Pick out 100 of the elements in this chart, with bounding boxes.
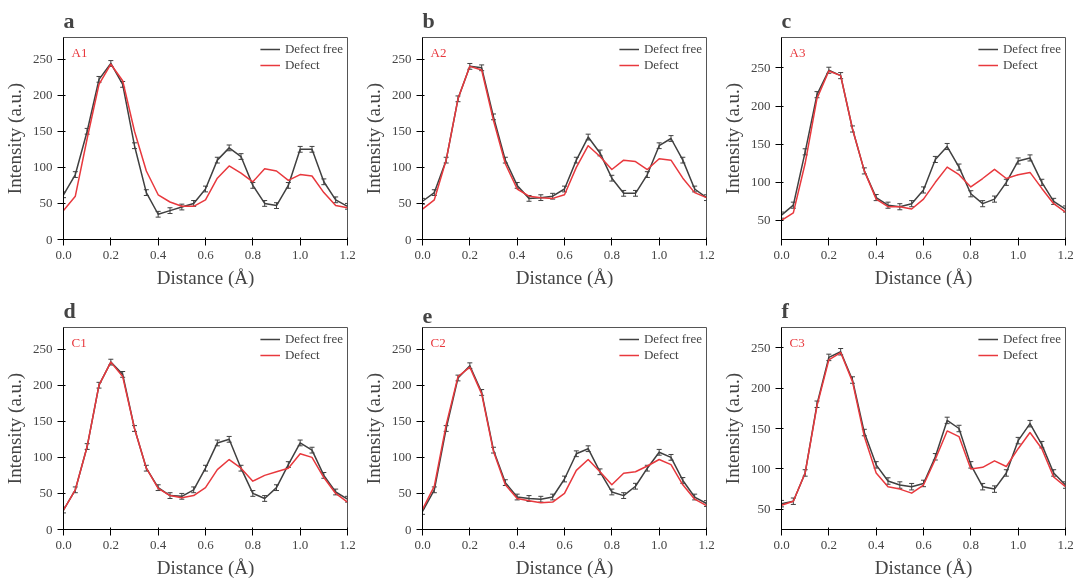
x-tick-label: 0.2 [102, 536, 119, 552]
annotation: A2 [430, 44, 447, 60]
y-tick-label: 250 [392, 51, 412, 67]
y-tick-label: 0 [405, 231, 412, 247]
x-tick-label: 0.8 [244, 246, 261, 262]
x-tick-label: 0.2 [820, 246, 837, 262]
y-tick-label: 200 [751, 380, 771, 396]
chart-title: e [422, 302, 433, 328]
x-tick-label: 1.0 [651, 246, 668, 262]
x-tick-label: 0.0 [773, 536, 790, 552]
x-tick-label: 1.2 [1057, 246, 1074, 262]
legend-label: Defect [1002, 57, 1038, 73]
y-axis-title: Intensity (a.u.) [722, 372, 744, 485]
y-tick-label: 150 [392, 413, 412, 429]
y-tick-label: 50 [398, 195, 412, 211]
annotation: C1 [71, 334, 87, 350]
y-tick-label: 0 [46, 521, 53, 537]
y-tick-label: 50 [398, 485, 412, 501]
x-tick-label: 0.0 [414, 246, 431, 262]
x-tick-label: 0.6 [915, 246, 933, 262]
y-tick-label: 100 [392, 449, 412, 465]
y-tick-label: 200 [33, 87, 53, 103]
x-tick-label: 0.4 [150, 536, 167, 552]
legend-label: Defect free [643, 41, 702, 57]
x-tick-label: 0.0 [414, 536, 431, 552]
y-tick-label: 100 [33, 449, 53, 465]
y-axis-title: Intensity (a.u.) [4, 372, 26, 485]
x-axis-title: Distance (Å) [515, 266, 614, 289]
x-tick-label: 0.2 [820, 536, 837, 552]
legend-label: Defect free [284, 41, 343, 57]
y-tick-label: 0 [405, 521, 412, 537]
legend-label: Defect free [284, 331, 343, 347]
x-tick-label: 0.4 [868, 536, 885, 552]
x-tick-label: 0.0 [773, 246, 790, 262]
legend-label: Defect [284, 57, 320, 73]
x-axis-title: Distance (Å) [874, 556, 973, 579]
annotation: C3 [789, 334, 805, 350]
legend-label: Defect [643, 347, 679, 363]
x-tick-label: 0.4 [509, 536, 526, 552]
y-tick-label: 100 [392, 159, 412, 175]
x-tick-label: 1.0 [1010, 246, 1027, 262]
y-tick-label: 50 [757, 501, 771, 517]
x-tick-label: 1.2 [339, 536, 356, 552]
x-tick-label: 1.2 [1057, 536, 1074, 552]
chart-title: a [63, 7, 75, 33]
x-tick-label: 1.0 [292, 246, 309, 262]
y-tick-label: 200 [751, 98, 771, 114]
x-tick-label: 0.4 [868, 246, 885, 262]
x-tick-label: 0.8 [962, 246, 979, 262]
x-tick-label: 0.8 [603, 246, 620, 262]
x-tick-label: 0.8 [962, 536, 979, 552]
x-axis-title: Distance (Å) [874, 266, 973, 289]
x-tick-label: 0.0 [55, 246, 72, 262]
chart-title: f [781, 297, 790, 323]
annotation: C2 [430, 334, 446, 350]
x-tick-label: 0.6 [556, 246, 574, 262]
x-tick-label: 1.2 [698, 536, 715, 552]
y-tick-label: 250 [751, 59, 771, 75]
x-tick-label: 0.4 [150, 246, 167, 262]
y-tick-label: 50 [39, 485, 53, 501]
x-axis-title: Distance (Å) [515, 556, 614, 579]
x-tick-label: 1.2 [339, 246, 356, 262]
x-tick-label: 0.6 [197, 246, 215, 262]
y-tick-label: 100 [33, 159, 53, 175]
y-tick-label: 150 [33, 413, 53, 429]
y-tick-label: 50 [757, 212, 771, 228]
y-tick-label: 250 [33, 341, 53, 357]
y-tick-label: 150 [392, 123, 412, 139]
y-tick-label: 250 [33, 51, 53, 67]
y-axis-title: Intensity (a.u.) [363, 82, 385, 195]
y-tick-label: 200 [392, 87, 412, 103]
y-tick-label: 50 [39, 195, 53, 211]
annotation: A3 [789, 44, 806, 60]
x-tick-label: 0.8 [244, 536, 261, 552]
legend-label: Defect free [1002, 41, 1061, 57]
y-tick-label: 150 [751, 136, 771, 152]
x-tick-label: 1.0 [1010, 536, 1027, 552]
y-tick-label: 250 [751, 339, 771, 355]
y-tick-label: 100 [751, 460, 771, 476]
x-tick-label: 0.2 [461, 536, 478, 552]
y-axis-title: Intensity (a.u.) [4, 82, 26, 195]
y-tick-label: 250 [392, 341, 412, 357]
legend-label: Defect [643, 57, 679, 73]
legend-label: Defect [284, 347, 320, 363]
x-axis-title: Distance (Å) [156, 266, 255, 289]
x-tick-label: 1.0 [292, 536, 309, 552]
annotation: A1 [71, 44, 88, 60]
x-tick-label: 0.6 [197, 536, 215, 552]
x-tick-label: 1.0 [651, 536, 668, 552]
y-axis-title: Intensity (a.u.) [363, 372, 385, 485]
x-tick-label: 0.4 [509, 246, 526, 262]
y-tick-label: 150 [33, 123, 53, 139]
x-tick-label: 0.2 [102, 246, 119, 262]
chart-title: d [63, 297, 76, 323]
x-axis-title: Distance (Å) [156, 556, 255, 579]
legend-label: Defect [1002, 347, 1038, 363]
x-tick-label: 0.0 [55, 536, 72, 552]
y-tick-label: 0 [46, 231, 53, 247]
y-tick-label: 100 [751, 174, 771, 190]
x-tick-label: 0.8 [603, 536, 620, 552]
